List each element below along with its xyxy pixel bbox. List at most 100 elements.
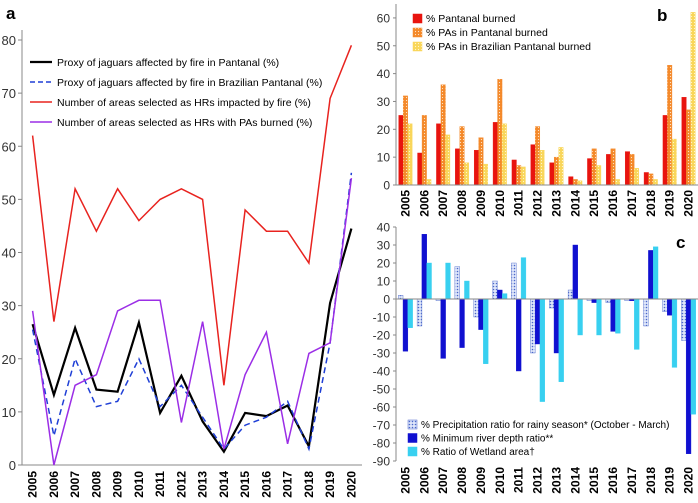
bar-c-2-2009 (483, 298, 489, 365)
series-line-a-0 (31, 228, 353, 454)
bar-c-1-2020 (685, 298, 692, 455)
bar-c-0-2012 (530, 298, 536, 354)
bar-b-2-2007 (445, 134, 451, 186)
bar-b-1-2009 (478, 137, 484, 186)
y-tick-label-a-6: 60 (2, 139, 16, 154)
bar-b-2-2015 (596, 165, 602, 186)
bar-c-1-2010 (497, 289, 503, 300)
bar-c-0-2006 (416, 298, 423, 327)
legend-swatch-b-1 (412, 27, 423, 38)
x-tick-label-c-8: 2013 (549, 467, 563, 494)
bar-b-2-2010 (501, 123, 507, 186)
x-tick-label-a-11: 2016 (259, 471, 273, 498)
bar-c-2-2016 (615, 298, 621, 334)
x-tick-label-b-0: 2005 (398, 190, 412, 217)
bar-c-2-2012 (539, 298, 545, 402)
y-tick-label-a-7: 70 (2, 86, 16, 101)
bar-c-2-2007 (445, 262, 451, 300)
x-tick-label-b-14: 2019 (663, 190, 677, 217)
x-tick-label-c-0: 2005 (398, 467, 412, 494)
bar-b-1-2017 (629, 154, 635, 186)
y-tick-label-c-5: -40 (373, 365, 391, 379)
legend-label-c-1: % Minimum river depth ratio** (421, 434, 553, 445)
x-tick-label-c-2: 2007 (436, 467, 450, 494)
bar-b-1-2011 (516, 165, 522, 186)
bar-c-0-2011 (511, 262, 517, 300)
bar-c-1-2005 (402, 298, 409, 352)
y-tick-label-c-1: -80 (373, 437, 391, 451)
panel-b-bar-chart: 0 10 20 30 40 50 60 2005 2006 2007 2008 2009 2010 201… (377, 4, 698, 217)
x-tick-label-b-4: 2009 (474, 190, 488, 217)
bar-c-2-2017 (634, 298, 640, 350)
x-tick-label-b-7: 2012 (531, 190, 545, 217)
bar-c-2-2005 (407, 298, 413, 328)
bar-c-1-2015 (591, 298, 597, 303)
x-tick-label-c-6: 2011 (512, 467, 526, 493)
x-tick-label-a-13: 2018 (302, 471, 316, 498)
x-tick-label-b-10: 2015 (587, 190, 601, 217)
bar-b-2-2018 (652, 179, 658, 186)
x-tick-label-c-9: 2014 (568, 467, 582, 494)
y-tick-label-b-2: 20 (377, 123, 391, 137)
bar-b-0-2017 (624, 151, 630, 186)
x-tick-label-b-6: 2011 (512, 190, 526, 216)
y-tick-label-a-0: 0 (9, 458, 16, 473)
x-tick-label-c-10: 2015 (587, 467, 601, 494)
bar-b-0-2013 (549, 162, 555, 186)
bar-c-2-2018 (653, 246, 659, 300)
bar-b-0-2014 (568, 176, 574, 186)
bar-c-0-2010 (492, 280, 498, 300)
x-tick-label-b-13: 2018 (644, 190, 658, 217)
y-tick-label-c-13: 40 (377, 221, 391, 235)
bar-c-1-2011 (516, 298, 522, 372)
x-tick-label-b-11: 2016 (606, 190, 620, 217)
x-tick-label-a-8: 2013 (196, 471, 210, 498)
x-tick-label-c-5: 2010 (493, 467, 507, 494)
legend-label-a-2: Number of areas selected as HRs impacted… (57, 97, 311, 109)
bar-b-2-2019 (671, 138, 677, 186)
bar-b-2-2008 (464, 162, 470, 186)
bar-c-0-2013 (549, 298, 555, 309)
x-tick-label-c-13: 2018 (644, 467, 658, 494)
bar-b-0-2009 (473, 149, 479, 186)
y-tick-label-c-7: -20 (373, 329, 391, 343)
bar-c-2-2010 (502, 293, 508, 300)
y-tick-label-a-8: 80 (2, 33, 16, 48)
series-line-a-3 (31, 178, 353, 466)
x-tick-label-b-8: 2013 (549, 190, 563, 217)
bar-b-2-2011 (520, 166, 526, 186)
x-tick-label-c-11: 2016 (606, 467, 620, 494)
bar-c-2-2014 (577, 298, 583, 336)
x-tick-label-c-7: 2012 (531, 467, 545, 494)
y-tick-label-c-4: -50 (373, 383, 391, 397)
legend-swatch-c-0 (407, 419, 418, 430)
x-tick-label-a-4: 2009 (111, 471, 125, 498)
y-tick-label-c-10: 10 (377, 275, 391, 289)
bar-c-1-2007 (440, 298, 446, 359)
bar-c-1-2013 (553, 298, 560, 354)
y-tick-label-c-12: 30 (377, 239, 391, 253)
x-tick-label-c-1: 2006 (417, 467, 431, 494)
bar-c-0-2019 (662, 298, 668, 312)
panel-label-a: a (6, 4, 16, 23)
x-tick-label-b-1: 2006 (417, 190, 431, 217)
bar-b-2-2014 (577, 180, 583, 186)
y-tick-label-c-6: -30 (373, 347, 391, 361)
bar-c-0-2014 (567, 289, 574, 300)
y-tick-label-a-5: 50 (2, 192, 16, 207)
bar-c-0-2020 (681, 298, 687, 341)
bar-c-2-2011 (520, 257, 527, 300)
y-tick-label-c-3: -60 (373, 401, 391, 415)
bar-b-1-2005 (402, 95, 408, 186)
x-tick-label-a-14: 2019 (323, 471, 337, 498)
bar-c-1-2016 (610, 298, 616, 332)
x-tick-label-c-3: 2008 (455, 467, 469, 494)
bar-b-2-2009 (482, 163, 488, 186)
panel-c-bar-chart: -90 -80 -70 -60 -50 -40 -30 -20 -10 0 10 20 30 40 2005… (373, 221, 698, 494)
bar-c-2-2019 (671, 298, 678, 368)
y-tick-label-a-1: 10 (2, 405, 16, 420)
bar-b-2-2020 (690, 12, 696, 186)
bar-b-0-2010 (492, 122, 498, 186)
x-tick-label-b-5: 2010 (493, 190, 507, 217)
bar-b-0-2015 (587, 158, 593, 186)
